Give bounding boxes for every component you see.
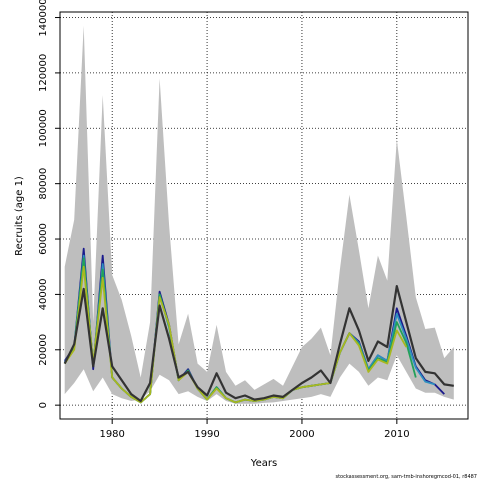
x-tick-label-3: 2010	[384, 429, 409, 440]
x-tick-label-2: 2000	[289, 429, 314, 440]
series-line-4	[63, 265, 408, 404]
y-tick-label-5: 100000	[38, 109, 49, 147]
x-axis-title: Years	[250, 458, 277, 469]
confidence-band	[64, 25, 454, 404]
x-axis: 1980 1990 2000 2010	[99, 419, 410, 440]
x-tick-label-1: 1990	[194, 429, 219, 440]
y-tick-label-6: 120000	[38, 54, 49, 92]
x-tick-label-0: 1980	[99, 429, 124, 440]
y-tick-label-0: 0	[38, 402, 49, 408]
confidence-band-layer	[64, 25, 454, 404]
y-tick-label-2: 40000	[38, 278, 49, 310]
y-tick-label-3: 60000	[38, 223, 49, 255]
y-axis-title: Recruits (age 1)	[14, 176, 25, 256]
y-tick-label-1: 20000	[38, 334, 49, 366]
footer-note: stockassessment.org, sam-tmb-inshoregmco…	[335, 474, 477, 480]
series-line-0	[63, 285, 454, 403]
y-axis: 0 20000 40000 60000 80000 100000 120000 140000	[38, 0, 60, 408]
y-tick-label-7: 140000	[38, 0, 49, 37]
y-tick-label-4: 80000	[38, 168, 49, 200]
series-layer	[63, 247, 454, 404]
plot-frame	[59, 11, 469, 420]
